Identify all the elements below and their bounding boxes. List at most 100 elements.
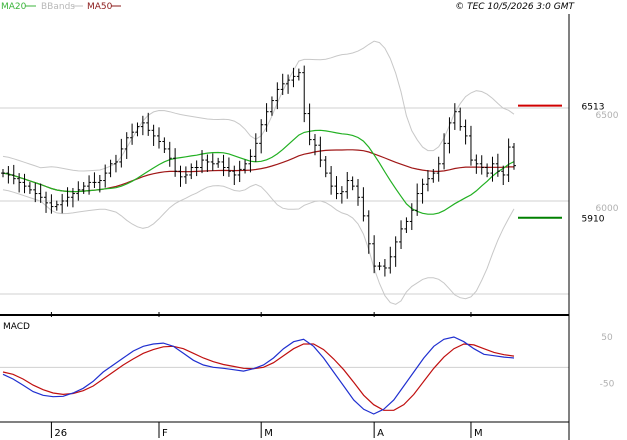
price-axis-tick-label: 6500: [596, 111, 619, 121]
ohlc-bar: [404, 217, 409, 233]
ohlc-bar: [253, 133, 258, 162]
ohlc-bar: [415, 183, 420, 216]
ma20-line: [2, 129, 515, 215]
ohlc-bar: [334, 176, 339, 200]
ohlc-bar: [167, 141, 172, 167]
ohlc-bar: [124, 132, 129, 159]
ohlc-bar: [447, 117, 452, 154]
ohlc-bar: [27, 182, 32, 194]
ohlc-bar: [291, 67, 296, 88]
ohlc-bar: [474, 154, 479, 174]
ohlc-bar: [329, 166, 334, 195]
ohlc-bar: [318, 136, 323, 168]
ohlc-bar: [237, 160, 242, 183]
ohlc-bar: [425, 170, 430, 192]
ohlc-bar: [485, 163, 490, 178]
ohlc-bar: [269, 96, 274, 116]
ohlc-bar: [323, 155, 328, 178]
ohlc-bar: [113, 154, 118, 173]
ohlc-bar: [409, 203, 414, 231]
ohlc-bar: [388, 246, 393, 274]
ohlc-bar: [81, 182, 86, 194]
ohlc-bar: [194, 160, 199, 177]
ohlc-bar: [479, 155, 484, 175]
ohlc-bar: [382, 259, 387, 277]
time-axis-label: F: [162, 428, 168, 439]
ohlc-bar: [286, 74, 291, 94]
ohlc-bar: [302, 65, 307, 123]
chart-frame: 26 F M A M: [0, 14, 570, 440]
macd-panel-title: MACD: [3, 322, 30, 332]
ohlc-bar: [140, 115, 145, 136]
ohlc-bar: [97, 174, 102, 193]
ohlc-bar: [200, 150, 205, 174]
ohlc-bar: [156, 127, 161, 149]
ohlc-bar: [275, 82, 280, 110]
ohlc-bar: [151, 124, 156, 146]
copyright-text: © TEC 10/5/2026 3:0 GMT: [455, 2, 575, 12]
ohlc-bar: [399, 220, 404, 249]
ohlc-bar: [452, 103, 457, 130]
ohlc-bar: [183, 166, 188, 184]
ohlc-bar: [44, 191, 49, 213]
ohlc-bar: [54, 200, 59, 211]
ohlc-bar: [512, 142, 516, 170]
ohlc-bar: [221, 154, 226, 177]
ohlc-bar: [345, 171, 350, 199]
ohlc-bar: [49, 194, 54, 214]
ohlc-bar: [92, 172, 97, 188]
ohlc-bar: [463, 119, 468, 145]
time-axis-label: 26: [54, 428, 67, 439]
ohlc-bar: [119, 138, 124, 168]
ohlc-bar: [296, 68, 301, 81]
ohlc-bar: [205, 154, 210, 172]
ohlc-bar: [162, 137, 167, 154]
ohlc-bar: [243, 159, 248, 174]
ohlc-bar: [189, 163, 194, 180]
ohlc-bar: [339, 186, 344, 204]
ohlc-bar: [60, 193, 65, 214]
macd-signal-line: [2, 343, 515, 411]
time-axis-label: M: [264, 428, 273, 439]
ohlc-bar: [468, 125, 473, 166]
ohlc-bar: [216, 157, 221, 168]
bollinger-upper-line: [2, 40, 515, 172]
ohlc-bar: [65, 187, 70, 207]
ohlc-bar: [393, 236, 398, 267]
ohlc-bar: [366, 210, 371, 254]
ohlc-bar: [495, 153, 500, 177]
macd-axis-tick-label: 50: [601, 333, 613, 343]
ohlc-bar: [22, 173, 27, 194]
macd-panel: MACD 50 -50: [0, 322, 615, 415]
ohlc-bar: [442, 133, 447, 170]
ohlc-bar: [372, 235, 377, 274]
legend-ma50: MA50: [87, 2, 113, 12]
ohlc-bar: [11, 164, 16, 185]
ohlc-bar: [356, 179, 361, 206]
bollinger-lower-line: [2, 183, 515, 305]
legend-bbands: BBands: [41, 2, 75, 12]
support-level-label: 5910: [582, 215, 605, 225]
ohlc-bar: [173, 148, 178, 177]
ohlc-bar: [146, 112, 151, 136]
macd-axis-tick-label: -50: [600, 380, 615, 390]
ohlc-bar: [178, 165, 183, 187]
ohlc-bar: [307, 103, 312, 146]
ohlc-bar: [232, 165, 237, 186]
ohlc-bar: [490, 156, 495, 182]
ohlc-bar: [135, 122, 140, 137]
ohlc-bar: [312, 134, 317, 156]
ohlc-bar: [1, 169, 5, 178]
price-panel: 6513 5910 6500 6000: [0, 40, 619, 305]
legend-ma20: MA20: [1, 2, 27, 12]
price-axis-tick-label: 6000: [596, 204, 619, 214]
ohlc-bar: [70, 187, 75, 208]
legend: MA20 BBands MA50: [1, 2, 121, 12]
ohlc-bar: [76, 181, 81, 201]
ohlc-bar: [458, 107, 463, 131]
ohlc-bar: [264, 103, 269, 132]
ohlc-bar: [103, 164, 108, 188]
ohlc-bar: [130, 123, 135, 145]
ohlc-bar: [210, 153, 215, 171]
